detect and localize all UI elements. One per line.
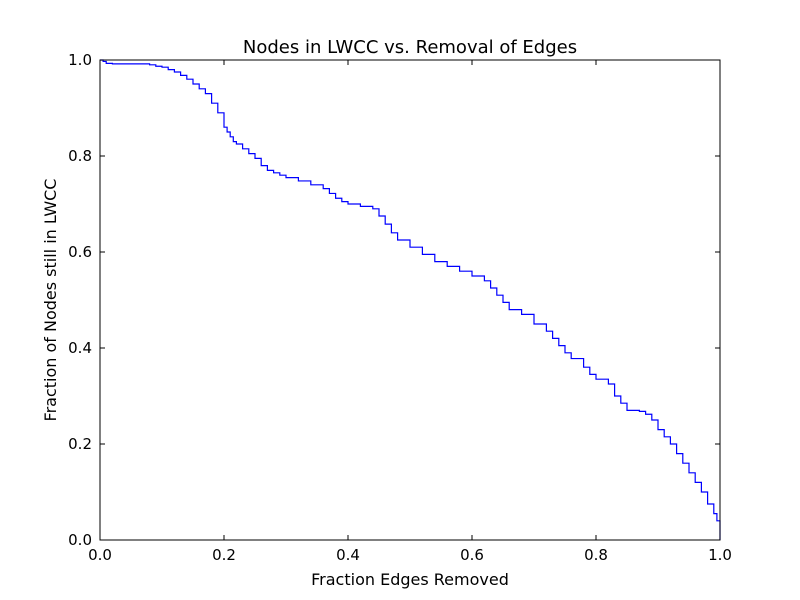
x-tick-label: 0.8: [584, 546, 608, 564]
x-tick-label: 0.2: [212, 546, 236, 564]
y-tick-label: 0.4: [68, 339, 92, 357]
x-tick-label: 0.4: [336, 546, 360, 564]
plot-frame: [99, 59, 721, 541]
x-axis-label: Fraction Edges Removed: [311, 570, 509, 589]
y-tick-label: 0.2: [68, 435, 92, 453]
series-line: [100, 59, 721, 540]
x-axis-ticks: 0.0 0.2 0.4 0.6 0.8 1.0: [88, 60, 732, 564]
chart-title: Nodes in LWCC vs. Removal of Edges: [243, 37, 577, 58]
y-tick-label: 0.6: [68, 243, 92, 261]
y-tick-label: 0.8: [68, 147, 92, 165]
x-tick-label: 0.0: [88, 546, 112, 564]
y-tick-label: 0.0: [68, 531, 92, 549]
x-tick-label: 1.0: [708, 546, 732, 564]
x-tick-label: 0.6: [460, 546, 484, 564]
y-tick-label: 1.0: [68, 51, 92, 69]
y-axis-ticks: 0.0 0.2 0.4 0.6 0.8 1.0: [68, 51, 720, 549]
y-axis-label: Fraction of Nodes still in LWCC: [41, 179, 60, 422]
plot-area: [99, 59, 721, 541]
